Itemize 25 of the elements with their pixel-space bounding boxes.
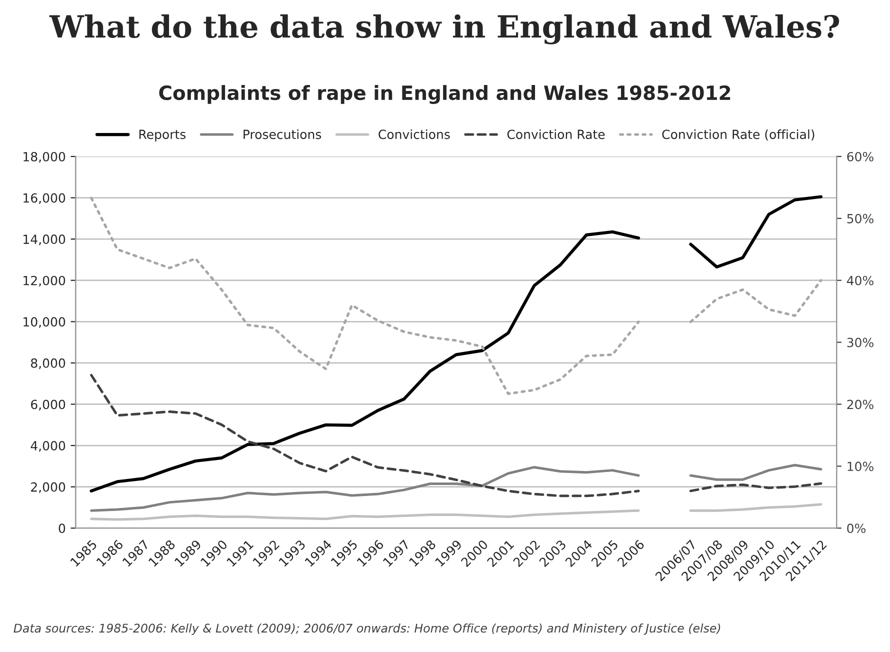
y-tick-label: 12,000 [24,276,66,287]
y2-tick-label: 50% [847,214,874,224]
legend-label: Conviction Rate (official) [662,129,814,141]
y2-tick-label: 40% [846,276,874,286]
y-tick-label: 18,000 [24,152,66,163]
y-tick-label: 6,000 [31,400,66,410]
y2-tick-label: 10% [848,462,874,472]
legend-label: Reports [139,130,186,142]
y2-tick-label: 20% [847,400,874,410]
y-tick-label: 2,000 [31,482,66,494]
y2-tick-label: 30% [847,338,874,348]
y-tick-label: 10,000 [24,317,66,328]
legend-label: Conviction Rate [507,129,605,140]
y-tick-label: 16,000 [24,193,66,204]
y-tick-label: 8,000 [30,358,66,370]
chart-subtitle: Complaints of rape in England and Wales 1985-2012 [159,85,730,104]
y2-tick-label: 0% [847,524,866,534]
chart-title: What do the data show in England and Wales? [49,14,840,44]
text: Data sources: 1985-2006: Kelly & Lovett (2009); 2006/07 onwards: Home Office (reports) and Ministery of Justice (else) [14,623,720,635]
legend-label: Convictions [378,129,450,140]
y-tick-label: 14,000 [24,234,66,246]
legend-label: Prosecutions [244,129,322,140]
y2-tick-label: 60% [847,152,874,162]
y-tick-label: 4,000 [30,441,66,452]
y-tick-label: 0 [58,524,66,534]
